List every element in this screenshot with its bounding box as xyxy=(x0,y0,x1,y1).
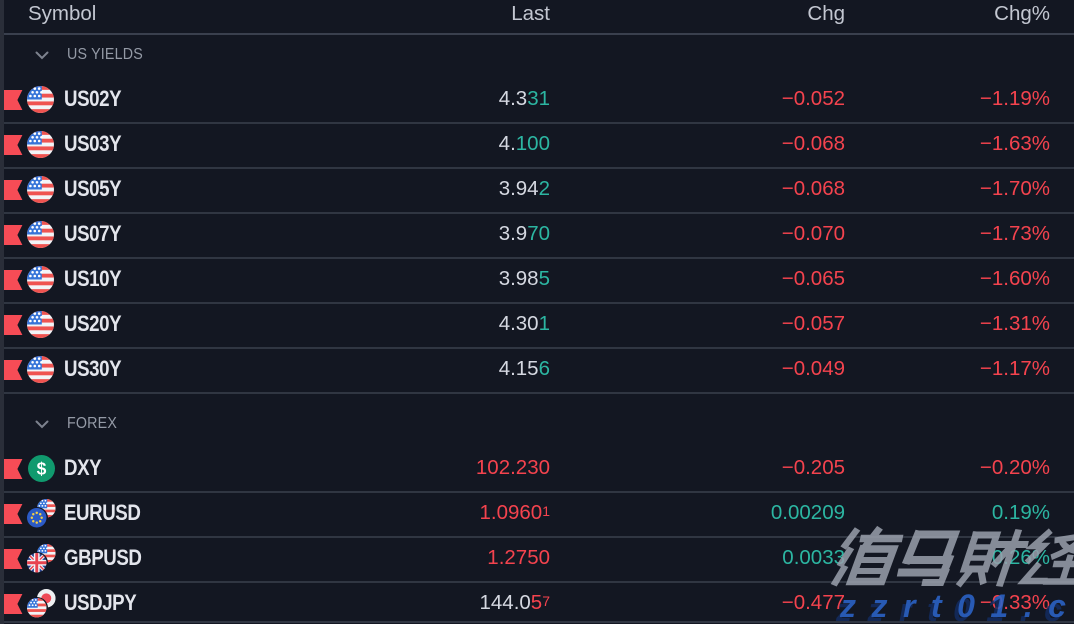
svg-text:$: $ xyxy=(37,458,47,478)
